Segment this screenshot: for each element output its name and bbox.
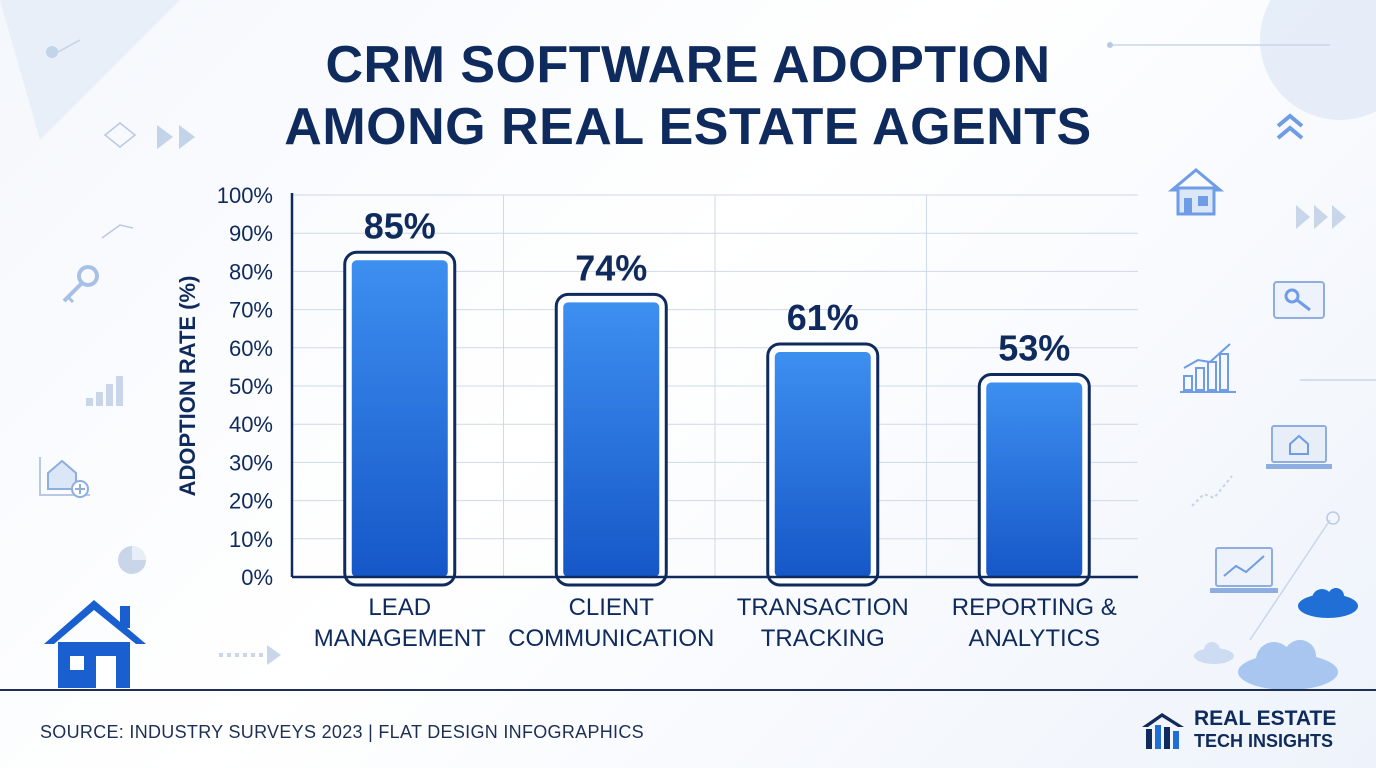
y-tick-label: 90% [229,221,273,246]
chart-title: CRM SOFTWARE ADOPTION AMONG REAL ESTATE … [0,34,1376,158]
y-tick-label: 30% [229,450,273,475]
bar [351,260,448,577]
y-tick-label: 60% [229,336,273,361]
data-label: 85% [364,205,436,246]
laptop-icon [1266,425,1332,469]
arrow-right-icon [157,125,195,149]
house-icon [44,600,146,688]
chart-title-line-2: AMONG REAL ESTATE AGENTS [284,98,1092,156]
y-tick-label: 0% [241,565,273,590]
axes [290,193,1138,579]
chevron-up-icon [1276,113,1304,140]
y-axis-title: ADOPTION RATE (%) [175,276,200,497]
y-tick-label: 50% [229,374,273,399]
y-tick-label: 10% [229,527,273,552]
source-note: SOURCE: INDUSTRY SURVEYS 2023 | FLAT DES… [40,722,644,742]
brand: REAL ESTATE TECH INSIGHTS [1140,708,1336,752]
y-tick-label: 40% [229,412,273,437]
brand-name-line-2: TECH INSIGHTS [1194,731,1334,751]
pie-chart-icon [118,546,146,574]
bars [343,250,1091,587]
arrow-right-icon [1296,205,1346,229]
brand-logo-icon [1142,713,1184,749]
house-icon [39,457,90,498]
x-tick-label: TRACKING [761,625,885,652]
data-label: 61% [787,297,859,338]
y-tick-label: 20% [229,489,273,514]
key-icon [62,265,99,304]
labels: 0% 10% 20% 30% 40% 50% 60% 70% 80% 90% 100% 85% LEAD… [175,183,1117,652]
bar-chart-icon [86,376,123,406]
data-label: 53% [998,328,1070,369]
x-tick-label: COMMUNICATION [508,625,714,652]
y-tick-label: 80% [229,259,273,284]
cloud-icon [1238,640,1338,690]
cloud-icon [1298,588,1358,618]
footer-divider [0,689,1376,691]
x-tick-label: CLIENT [569,594,655,621]
trend-line-icon [1191,475,1233,507]
bar [774,351,871,577]
brand-name-line-1: REAL ESTATE [1194,707,1337,730]
house-icon [1168,168,1225,216]
cloud-icon [1194,642,1234,664]
bar [563,302,660,577]
bar-chart: 0% 10% 20% 30% 40% 50% 60% 70% 80% 90% 100% 85% LEAD… [175,183,1138,652]
y-tick-label: 70% [229,298,273,323]
x-tick-label: REPORTING & [952,594,1117,621]
x-tick-label: ANALYTICS [968,625,1100,652]
key-icon [1273,281,1325,319]
laptop-icon [1210,547,1278,593]
x-tick-label: TRANSACTION [737,594,909,621]
x-tick-label: MANAGEMENT [314,625,486,652]
arrow-right-icon [219,645,281,665]
x-tick-label: LEAD [368,594,431,621]
y-tick-label: 100% [217,183,273,208]
bar [986,382,1083,577]
data-label: 74% [575,247,647,288]
chart-title-line-1: CRM SOFTWARE ADOPTION [325,36,1051,94]
bar-chart-icon [1180,343,1236,393]
